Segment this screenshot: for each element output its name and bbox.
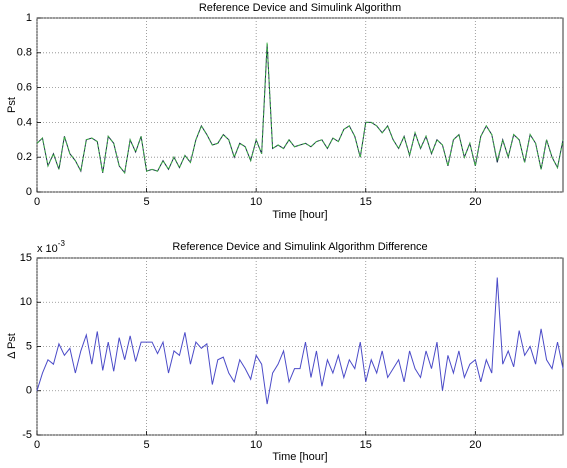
y-tick-label: 10 (20, 296, 32, 308)
y-tick-label: 15 (20, 252, 32, 264)
x-tick-label: 20 (469, 439, 481, 451)
y-tick-label: 0.4 (17, 116, 32, 128)
chart-title: Reference Device and Simulink Algorithm … (172, 241, 427, 253)
y-tick-label: 0 (26, 385, 32, 397)
x-axis-label: Time [hour] (272, 451, 327, 463)
y-scale-label: x 10-3 (37, 239, 65, 255)
y-tick-label: -5 (22, 429, 32, 441)
y-axis-label: Pst (6, 97, 18, 113)
y-tick-label: 5 (26, 340, 32, 352)
x-tick-label: 10 (250, 439, 262, 451)
x-axis-label: Time [hour] (272, 209, 327, 221)
y-tick-label: 0.2 (17, 151, 32, 163)
y-tick-label: 0.6 (17, 82, 32, 94)
x-tick-label: 15 (360, 439, 372, 451)
data-line (36, 277, 564, 405)
y-tick-label: 1 (26, 12, 32, 24)
x-tick-label: 0 (34, 439, 40, 451)
plot-area (36, 17, 564, 193)
x-tick-label: 15 (360, 196, 372, 208)
y-scale-exponent: -3 (58, 239, 66, 248)
x-tick-label: 5 (144, 196, 150, 208)
x-tick-label: 5 (144, 439, 150, 451)
x-tick-label: 20 (469, 196, 481, 208)
y-tick-label: 0 (26, 186, 32, 198)
x-tick-label: 0 (34, 196, 40, 208)
y-axis-label: Δ Pst (6, 333, 18, 359)
y-scale-base: x 10 (37, 243, 58, 255)
chart-title: Reference Device and Simulink Algorithm (199, 2, 401, 14)
data-line (36, 42, 564, 175)
y-tick-label: 0.8 (17, 47, 32, 59)
x-tick-label: 10 (250, 196, 262, 208)
